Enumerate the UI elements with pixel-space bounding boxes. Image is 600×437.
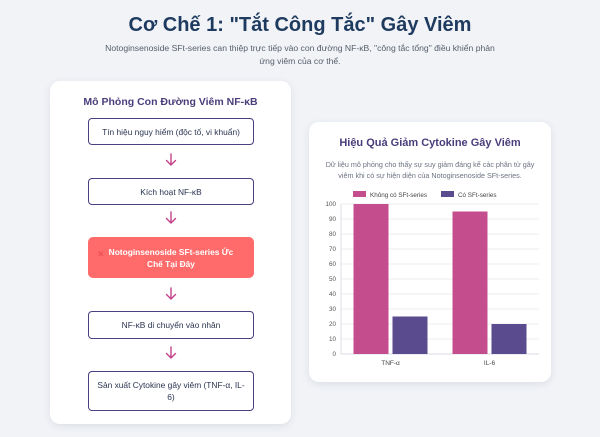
pathway-title: Mô Phỏng Con Đường Viêm NF-κB bbox=[83, 96, 258, 108]
x-tick-label: IL-6 bbox=[484, 360, 496, 367]
step-danger-signal: Tín hiệu nguy hiểm (độc tố, vi khuẩn) bbox=[88, 118, 254, 145]
chart-description: Dữ liệu mô phỏng cho thấy sự suy giảm đá… bbox=[325, 160, 535, 180]
chart-title: Hiệu Quả Giảm Cytokine Gây Viêm bbox=[339, 137, 521, 149]
cytokine-bar-chart: Không có SFt-series Có SFt-series 0 10 20 30 4… bbox=[325, 191, 539, 367]
y-tick-label: 70 bbox=[329, 246, 337, 253]
chevron-down-icon bbox=[165, 287, 177, 300]
y-tick-label: 100 bbox=[325, 201, 336, 208]
step-label: Kích hoạt NF-κB bbox=[140, 186, 202, 197]
chart-card: Hiệu Quả Giảm Cytokine Gây Viêm Dữ liệu … bbox=[309, 122, 551, 382]
legend-swatch bbox=[441, 191, 454, 197]
step-label: Notoginsenoside SFt-series Ức Chế Tại Đâ… bbox=[108, 246, 234, 269]
y-tick-label: 60 bbox=[329, 261, 337, 268]
step-label: NF-κB di chuyển vào nhân bbox=[121, 320, 221, 330]
y-tick-label: 20 bbox=[329, 321, 337, 328]
step-inhibition: ✕ Notoginsenoside SFt-series Ức Chế Tại … bbox=[88, 237, 254, 278]
pathway-card: Mô Phỏng Con Đường Viêm NF-κB Tín hiệu n… bbox=[50, 81, 291, 424]
y-tick-label: 50 bbox=[329, 276, 337, 283]
page-title: Cơ Chế 1: "Tắt Công Tắc" Gây Viêm bbox=[128, 14, 472, 36]
y-tick-label: 90 bbox=[329, 216, 337, 223]
step-label: Tín hiệu nguy hiểm (độc tố, vi khuẩn) bbox=[102, 126, 240, 137]
step-label: Sản xuất Cytokine gây viêm (TNF-α, IL-6) bbox=[97, 380, 245, 402]
bar bbox=[392, 316, 428, 354]
y-tick-label: 10 bbox=[329, 336, 337, 343]
step-nfkb-activation: Kích hoạt NF-κB bbox=[88, 178, 254, 205]
y-tick-label: 80 bbox=[329, 231, 337, 238]
y-tick-label: 40 bbox=[329, 291, 337, 298]
bar bbox=[452, 211, 488, 354]
legend-label: Có SFt-series bbox=[458, 192, 497, 199]
x-tick-label: TNF-α bbox=[381, 360, 400, 367]
step-cytokine-production: Sản xuất Cytokine gây viêm (TNF-α, IL-6) bbox=[88, 371, 254, 411]
legend-label: Không có SFt-series bbox=[370, 192, 427, 199]
chevron-down-icon bbox=[165, 153, 177, 166]
y-tick-label: 30 bbox=[329, 306, 337, 313]
bar bbox=[353, 204, 389, 354]
x-mark-icon: ✕ bbox=[97, 249, 105, 259]
step-nucleus-translocation: NF-κB di chuyển vào nhân bbox=[88, 311, 254, 339]
chevron-down-icon bbox=[165, 211, 177, 224]
legend-swatch bbox=[353, 191, 366, 197]
y-tick-label: 0 bbox=[332, 351, 336, 358]
bar bbox=[491, 324, 527, 354]
page-subtitle: Notoginsenoside SFt-series can thiệp trự… bbox=[105, 43, 495, 66]
chevron-down-icon bbox=[165, 346, 177, 359]
